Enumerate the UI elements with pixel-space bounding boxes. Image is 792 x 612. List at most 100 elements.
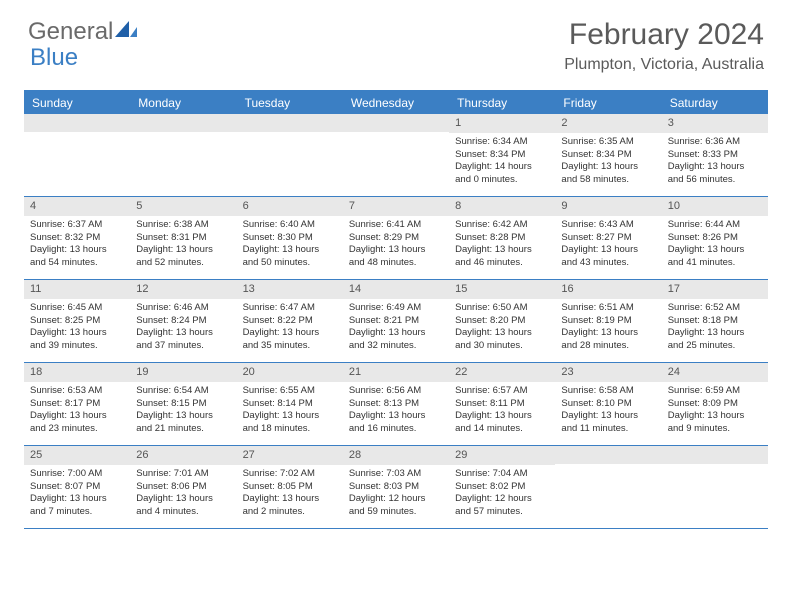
sunset-text: Sunset: 8:29 PM — [349, 232, 443, 245]
sunset-text: Sunset: 8:34 PM — [455, 149, 549, 162]
sunrise-text: Sunrise: 6:45 AM — [30, 302, 124, 315]
sunset-text: Sunset: 8:19 PM — [561, 315, 655, 328]
day-cell: 7Sunrise: 6:41 AMSunset: 8:29 PMDaylight… — [343, 197, 449, 279]
day-cell: 9Sunrise: 6:43 AMSunset: 8:27 PMDaylight… — [555, 197, 661, 279]
location: Plumpton, Victoria, Australia — [564, 56, 764, 74]
day-cell: 22Sunrise: 6:57 AMSunset: 8:11 PMDayligh… — [449, 363, 555, 445]
sunrise-text: Sunrise: 6:50 AM — [455, 302, 549, 315]
daylight1-text: Daylight: 13 hours — [30, 244, 124, 257]
daylight2-text: and 0 minutes. — [455, 174, 549, 187]
day-body: Sunrise: 6:43 AMSunset: 8:27 PMDaylight:… — [555, 216, 661, 276]
day-header-friday: Friday — [555, 92, 661, 114]
day-number: 28 — [343, 446, 449, 465]
daylight2-text: and 54 minutes. — [30, 257, 124, 270]
day-body — [343, 132, 449, 141]
month-title: February 2024 — [564, 18, 764, 52]
day-number — [343, 114, 449, 132]
day-body: Sunrise: 6:54 AMSunset: 8:15 PMDaylight:… — [130, 382, 236, 442]
sunset-text: Sunset: 8:20 PM — [455, 315, 549, 328]
daylight1-text: Daylight: 13 hours — [349, 327, 443, 340]
daylight1-text: Daylight: 13 hours — [136, 493, 230, 506]
sunrise-text: Sunrise: 6:38 AM — [136, 219, 230, 232]
sunrise-text: Sunrise: 7:01 AM — [136, 468, 230, 481]
daylight1-text: Daylight: 13 hours — [349, 244, 443, 257]
daylight2-text: and 58 minutes. — [561, 174, 655, 187]
day-number: 3 — [662, 114, 768, 133]
sunrise-text: Sunrise: 6:46 AM — [136, 302, 230, 315]
sunrise-text: Sunrise: 6:59 AM — [668, 385, 762, 398]
day-body: Sunrise: 6:34 AMSunset: 8:34 PMDaylight:… — [449, 133, 555, 193]
daylight2-text: and 52 minutes. — [136, 257, 230, 270]
daylight2-text: and 39 minutes. — [30, 340, 124, 353]
sunset-text: Sunset: 8:14 PM — [243, 398, 337, 411]
daylight2-text: and 46 minutes. — [455, 257, 549, 270]
sunrise-text: Sunrise: 6:37 AM — [30, 219, 124, 232]
day-body: Sunrise: 6:38 AMSunset: 8:31 PMDaylight:… — [130, 216, 236, 276]
sunrise-text: Sunrise: 6:49 AM — [349, 302, 443, 315]
week-row: 4Sunrise: 6:37 AMSunset: 8:32 PMDaylight… — [24, 197, 768, 280]
day-number — [555, 446, 661, 464]
sunset-text: Sunset: 8:22 PM — [243, 315, 337, 328]
day-number: 4 — [24, 197, 130, 216]
day-body: Sunrise: 6:41 AMSunset: 8:29 PMDaylight:… — [343, 216, 449, 276]
day-cell: 18Sunrise: 6:53 AMSunset: 8:17 PMDayligh… — [24, 363, 130, 445]
daylight2-text: and 57 minutes. — [455, 506, 549, 519]
daylight1-text: Daylight: 13 hours — [243, 327, 337, 340]
week-row: 11Sunrise: 6:45 AMSunset: 8:25 PMDayligh… — [24, 280, 768, 363]
daylight2-text: and 18 minutes. — [243, 423, 337, 436]
day-number: 16 — [555, 280, 661, 299]
day-number: 23 — [555, 363, 661, 382]
day-body: Sunrise: 6:35 AMSunset: 8:34 PMDaylight:… — [555, 133, 661, 193]
day-number — [24, 114, 130, 132]
sunset-text: Sunset: 8:27 PM — [561, 232, 655, 245]
day-number: 12 — [130, 280, 236, 299]
day-number — [237, 114, 343, 132]
daylight2-text: and 37 minutes. — [136, 340, 230, 353]
daylight1-text: Daylight: 13 hours — [136, 244, 230, 257]
day-body: Sunrise: 6:45 AMSunset: 8:25 PMDaylight:… — [24, 299, 130, 359]
day-cell: 25Sunrise: 7:00 AMSunset: 8:07 PMDayligh… — [24, 446, 130, 528]
day-header-saturday: Saturday — [662, 92, 768, 114]
daylight2-text: and 21 minutes. — [136, 423, 230, 436]
sunrise-text: Sunrise: 6:40 AM — [243, 219, 337, 232]
day-number: 5 — [130, 197, 236, 216]
day-cell: 28Sunrise: 7:03 AMSunset: 8:03 PMDayligh… — [343, 446, 449, 528]
sunset-text: Sunset: 8:30 PM — [243, 232, 337, 245]
day-number: 2 — [555, 114, 661, 133]
title-block: February 2024 Plumpton, Victoria, Austra… — [564, 18, 764, 74]
day-cell: 23Sunrise: 6:58 AMSunset: 8:10 PMDayligh… — [555, 363, 661, 445]
day-header-tuesday: Tuesday — [237, 92, 343, 114]
sunrise-text: Sunrise: 6:36 AM — [668, 136, 762, 149]
day-number: 27 — [237, 446, 343, 465]
daylight1-text: Daylight: 13 hours — [455, 327, 549, 340]
logo-text-blue: Blue — [30, 44, 78, 72]
daylight2-text: and 11 minutes. — [561, 423, 655, 436]
day-cell: 11Sunrise: 6:45 AMSunset: 8:25 PMDayligh… — [24, 280, 130, 362]
daylight1-text: Daylight: 13 hours — [30, 493, 124, 506]
day-cell: 24Sunrise: 6:59 AMSunset: 8:09 PMDayligh… — [662, 363, 768, 445]
daylight1-text: Daylight: 13 hours — [243, 493, 337, 506]
day-header-thursday: Thursday — [449, 92, 555, 114]
day-body: Sunrise: 6:47 AMSunset: 8:22 PMDaylight:… — [237, 299, 343, 359]
sunset-text: Sunset: 8:17 PM — [30, 398, 124, 411]
day-cell: 26Sunrise: 7:01 AMSunset: 8:06 PMDayligh… — [130, 446, 236, 528]
sunset-text: Sunset: 8:28 PM — [455, 232, 549, 245]
daylight2-text: and 25 minutes. — [668, 340, 762, 353]
empty-cell — [130, 114, 236, 196]
sunset-text: Sunset: 8:03 PM — [349, 481, 443, 494]
day-number: 9 — [555, 197, 661, 216]
day-body: Sunrise: 6:52 AMSunset: 8:18 PMDaylight:… — [662, 299, 768, 359]
daylight2-text: and 9 minutes. — [668, 423, 762, 436]
day-body — [662, 464, 768, 473]
sunset-text: Sunset: 8:15 PM — [136, 398, 230, 411]
day-number: 21 — [343, 363, 449, 382]
day-number — [130, 114, 236, 132]
day-body: Sunrise: 6:40 AMSunset: 8:30 PMDaylight:… — [237, 216, 343, 276]
day-body: Sunrise: 6:56 AMSunset: 8:13 PMDaylight:… — [343, 382, 449, 442]
sunrise-text: Sunrise: 6:55 AM — [243, 385, 337, 398]
sunset-text: Sunset: 8:25 PM — [30, 315, 124, 328]
daylight1-text: Daylight: 13 hours — [30, 410, 124, 423]
day-body: Sunrise: 6:50 AMSunset: 8:20 PMDaylight:… — [449, 299, 555, 359]
sunrise-text: Sunrise: 7:00 AM — [30, 468, 124, 481]
sunset-text: Sunset: 8:34 PM — [561, 149, 655, 162]
